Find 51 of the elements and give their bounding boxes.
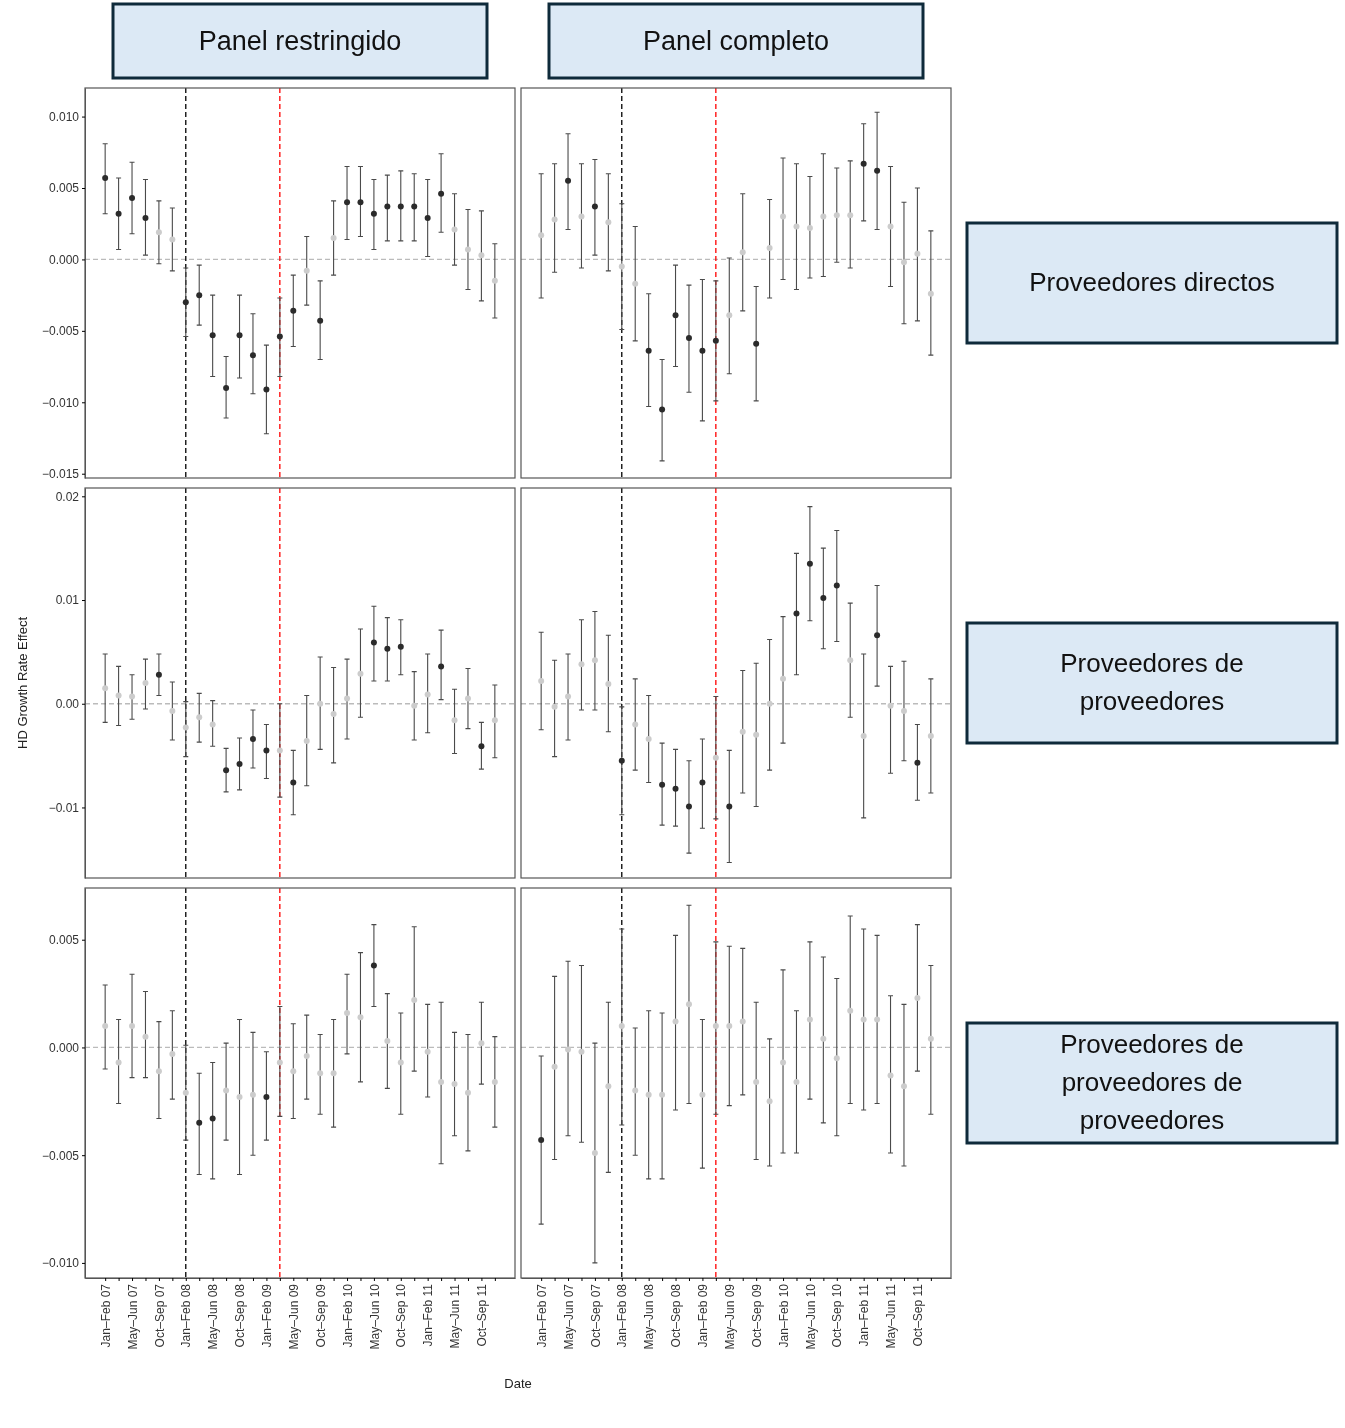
x-tick-label: Jan–Feb 09 [696,1283,711,1348]
x-tick-label: Oct–Sep 11 [911,1283,926,1347]
y-tick-label: −0.010 [41,395,80,410]
x-tick-label: Oct–Sep 10 [394,1283,409,1348]
x-tick-label: Jan–Feb 08 [179,1283,194,1348]
y-axis-title: HD Growth Rate Effect [15,616,30,749]
x-tick-label: Oct–Sep 07 [588,1283,603,1348]
x-tick-label: Jan–Feb 07 [534,1283,549,1348]
x-tick-label: Jan–Feb 11 [857,1283,872,1347]
x-tick-label: May–Jun 07 [125,1283,140,1350]
x-tick-label: May–Jun 11 [884,1283,899,1349]
x-tick-label: May–Jun 08 [642,1283,657,1350]
x-tick-label: Jan–Feb 08 [615,1283,630,1348]
x-tick-label: Jan–Feb 09 [260,1283,275,1348]
x-tick-label: May–Jun 07 [561,1283,576,1350]
x-tick-label: May–Jun 10 [803,1283,818,1350]
chart-title: Panel completo [642,26,830,57]
x-tick-label: Jan–Feb 10 [340,1283,355,1348]
y-tick-label: −0.005 [41,324,80,339]
y-tick-label: 0.00 [55,697,80,712]
y-tick-label: 0.000 [48,1040,80,1055]
x-tick-label: May–Jun 09 [722,1283,737,1350]
y-tick-label: 0.02 [55,489,80,504]
x-tick-label: Oct–Sep 07 [152,1283,167,1348]
y-tick-label: −0.015 [41,467,80,482]
x-tick-label: Oct–Sep 09 [749,1283,764,1348]
y-tick-label: 0.005 [48,933,80,948]
y-tick-label: 0.01 [55,593,80,608]
x-tick-label: May–Jun 08 [206,1283,221,1350]
y-tick-label: −0.010 [41,1256,80,1271]
x-tick-label: Oct–Sep 09 [313,1283,328,1348]
x-tick-label: Jan–Feb 11 [421,1283,436,1347]
x-tick-label: Oct–Sep 08 [669,1283,684,1348]
text: Proveedores directos [1029,267,1275,297]
x-tick-label: Jan–Feb 10 [776,1283,791,1348]
x-axis-title: Date [504,1376,532,1391]
x-tick-label: Oct–Sep 10 [830,1283,845,1348]
x-tick-label: May–Jun 09 [286,1283,301,1350]
text: Proveedores de proveedores de proveedores [1060,1029,1244,1135]
x-tick-label: Oct–Sep 08 [233,1283,248,1348]
y-tick-label: −0.01 [48,800,80,815]
x-tick-label: Oct–Sep 11 [475,1283,490,1347]
text: Proveedores de proveedores [1060,648,1244,716]
x-tick-label: May–Jun 11 [448,1283,463,1349]
y-tick-label: 0.000 [48,252,80,267]
y-tick-label: 0.010 [48,109,80,124]
x-tick-label: Jan–Feb 07 [98,1283,113,1348]
x-tick-label: May–Jun 10 [367,1283,382,1350]
y-tick-label: 0.005 [48,181,80,196]
y-tick-label: −0.005 [41,1148,80,1163]
chart-title: Panel restringido [198,26,402,57]
